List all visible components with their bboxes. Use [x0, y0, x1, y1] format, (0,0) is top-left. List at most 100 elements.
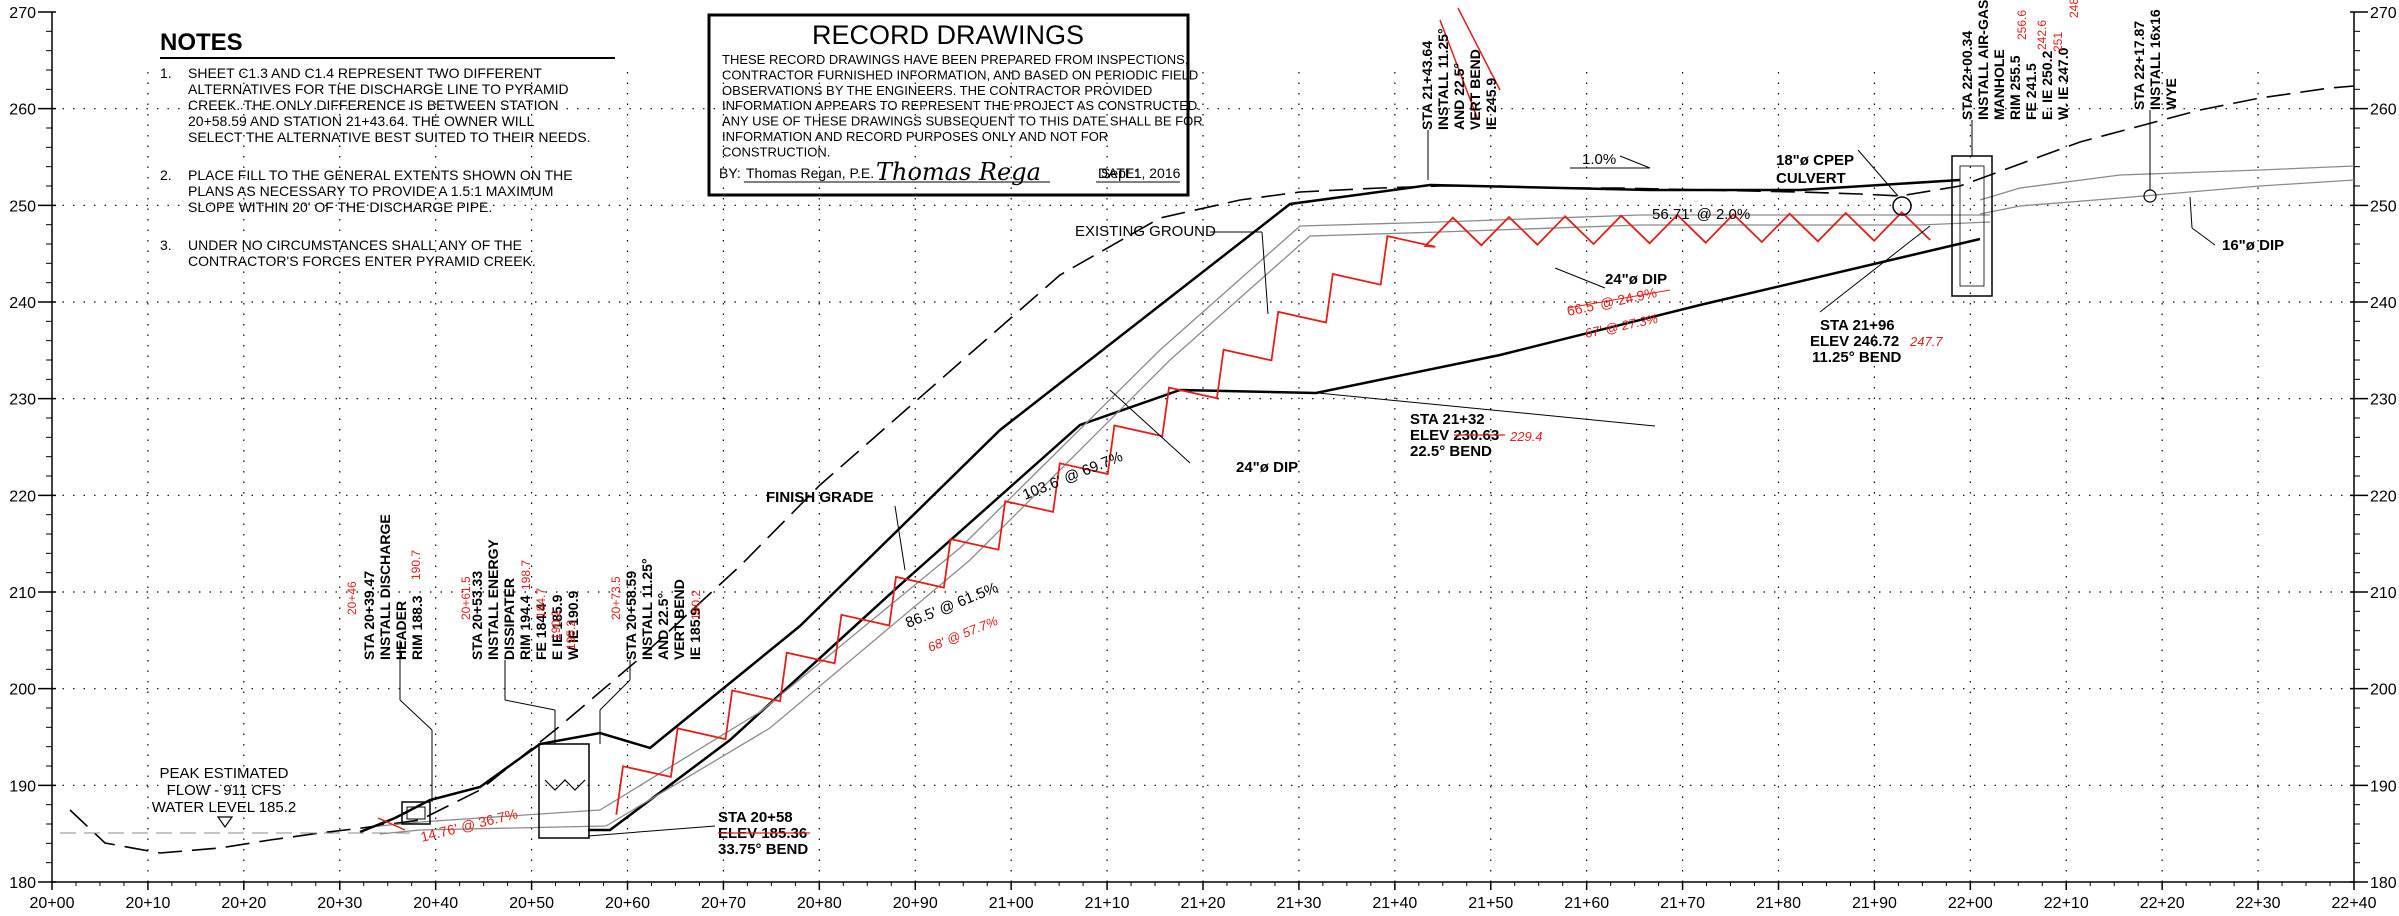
vertical-callout-line: FE 241.5: [2023, 63, 2039, 120]
note-line: CONTRACTOR'S FORCES ENTER PYRAMID CREEK.: [188, 253, 536, 269]
vertical-callout-line: STA 22+00.34: [1959, 31, 1975, 120]
existing-ground-label: EXISTING GROUND: [1075, 223, 1216, 240]
slope-top-label: 1.0%: [1582, 151, 1616, 168]
record-drawings-block: RECORD DRAWINGS THESE RECORD DRAWINGS HA…: [707, 13, 1203, 197]
x-tick-label: 20+00: [30, 895, 75, 912]
vertical-callout-line: STA 22+17.87: [2131, 21, 2147, 110]
vertical-callout-line: STA 20+53.33: [469, 571, 485, 660]
x-tick-label: 20+70: [701, 895, 746, 912]
note-line: ALTERNATIVES FOR THE DISCHARGE LINE TO P…: [188, 81, 569, 97]
sta-21-32-line3: 22.5° BEND: [1410, 443, 1492, 460]
vertical-callout-line: INSTALL ENERGY: [485, 539, 501, 660]
vertical-callout-line: INSTALL DISCHARGE: [377, 514, 393, 660]
y-tick-label-right: 210: [2370, 585, 2397, 602]
x-tick-label: 22+30: [2236, 895, 2281, 912]
record-line: ANY USE OF THESE DRAWINGS SUBSEQUENT TO …: [722, 114, 1203, 129]
peak-line: FLOW - 911 CFS: [167, 782, 282, 799]
y-tick-label-right: 180: [2370, 875, 2397, 892]
x-tick-label: 21+70: [1660, 895, 1705, 912]
vertical-callout-line: IE 185.9: [687, 608, 703, 660]
y-tick-label-left: 200: [9, 682, 36, 699]
vertical-callout-line: VERT BEND: [1467, 49, 1483, 130]
note-line: CREEK. THE ONLY DIFFERENCE IS BETWEEN ST…: [188, 97, 559, 113]
y-tick-label-left: 190: [9, 778, 36, 795]
x-tick-label: 20+40: [413, 895, 458, 912]
vertical-callout-line: MANHOLE: [1991, 49, 2007, 120]
x-tick-label: 21+20: [1181, 895, 1226, 912]
vertical-callout-line: DISSIPATER: [501, 578, 517, 660]
x-tick-label: 21+30: [1276, 895, 1321, 912]
x-tick-label: 21+90: [1852, 895, 1897, 912]
note-line: SHEET C1.3 AND C1.4 REPRESENT TWO DIFFER…: [188, 65, 542, 81]
vertical-callout-line: VERT BEND: [671, 579, 687, 660]
sta-20-58-line1: STA 20+58: [718, 809, 793, 826]
x-tick-label: 22+20: [2140, 895, 2185, 912]
y-tick-label-left: 240: [9, 295, 36, 312]
vertical-callout-line: INSTALL 11.25°: [1435, 28, 1451, 130]
vertical-callout-line: STA 20+39.47: [361, 571, 377, 660]
note-line: 20+58.59 AND STATION 21+43.64. THE OWNER…: [188, 113, 534, 129]
note-line: SLOPE WITHIN 20' OF THE DISCHARGE PIPE.: [188, 199, 492, 215]
sta-21-32-line1: STA 21+32: [1410, 411, 1485, 428]
notes-title: NOTES: [160, 29, 243, 56]
profile-lines: [60, 85, 2354, 854]
dip-16-label: 16"ø DIP: [2222, 237, 2284, 254]
x-tick-label: 20+90: [893, 895, 938, 912]
vertical-callout-red: 195.2: [564, 620, 578, 650]
record-line: INFORMATION AND RECORD PURPOSES ONLY AND…: [722, 129, 1108, 144]
culvert-label-2: CULVERT: [1776, 170, 1846, 187]
vertical-callout-red: 20+46: [345, 581, 359, 615]
sta-20-58-line3: 33.75° BEND: [718, 841, 808, 858]
vertical-callout-line: RIM 188.3: [409, 595, 425, 660]
x-tick-label: 20+10: [125, 895, 170, 912]
vertical-callout-line: IE 245.9: [1483, 78, 1499, 130]
dip-mid-label: 24"ø DIP: [1236, 459, 1298, 476]
vertical-callout-line: STA 21+43.64: [1419, 41, 1435, 130]
finish-grade-label: FINISH GRADE: [766, 489, 874, 506]
culvert-label-1: 18"ø CPEP: [1776, 152, 1854, 169]
existing-ground-line: [69, 85, 2354, 854]
vertical-callout-line: WYE: [2163, 78, 2179, 110]
y-axis-right: 180 190 200 210 220 230 240 250 260 270: [2350, 5, 2397, 892]
x-tick-label: 20+30: [317, 895, 362, 912]
x-tick-label: 20+20: [221, 895, 266, 912]
x-tick-label: 20+60: [605, 895, 650, 912]
y-tick-label-left: 180: [9, 875, 36, 892]
record-line: OBSERVATIONS BY THE ENGINEERS. THE CONTR…: [722, 83, 1152, 98]
vertical-callout-line: INSTALL AIR-GAS: [1975, 0, 1991, 120]
leader-lines: [399, 110, 2216, 837]
note-line: SELECT THE ALTERNATIVE BEST SUITED TO TH…: [188, 129, 590, 145]
y-tick-label-right: 190: [2370, 778, 2397, 795]
record-date-label: DATE:: [1098, 165, 1138, 181]
note-line: UNDER NO CIRCUMSTANCES SHALL ANY OF THE: [188, 237, 522, 253]
y-tick-label-right: 270: [2370, 5, 2397, 22]
vertical-callout-red: 20+61.5: [459, 576, 473, 620]
vertical-callout-line: INSTALL 11.25°: [639, 558, 655, 660]
vertical-callout-line: HEADER: [393, 601, 409, 660]
y-tick-label-left: 220: [9, 488, 36, 505]
vertical-callout-red: 190.2: [689, 590, 703, 620]
x-tick-label: 21+40: [1372, 895, 1417, 912]
x-axis: 20+00 20+10 20+20 20+30 20+40 20+50 20+60 20+70…: [30, 882, 2377, 912]
vertical-callout-red: 198.7: [519, 560, 533, 590]
vertical-callout-line: STA 20+58.59: [623, 571, 639, 660]
peak-line: PEAK ESTIMATED: [160, 765, 289, 782]
vertical-callout-line: FE 184.4: [533, 603, 549, 660]
slope-bottom-red-label: 14.76' @ 36.7%: [419, 805, 519, 845]
trench-bottom-line: [588, 237, 1981, 832]
vertical-callout-line: RIM 255.5: [2007, 55, 2023, 120]
vertical-callout-line: W IE 190.9: [565, 591, 581, 660]
x-tick-label: 21+00: [989, 895, 1034, 912]
record-line: THESE RECORD DRAWINGS HAVE BEEN PREPARED…: [722, 52, 1188, 67]
y-tick-label-right: 250: [2370, 198, 2397, 215]
vertical-callout-red: 251: [2051, 32, 2065, 52]
record-statement: THESE RECORD DRAWINGS HAVE BEEN PREPARED…: [722, 52, 1203, 159]
vertical-callout-line: RIM 194.4: [517, 595, 533, 660]
note-number: 2.: [160, 167, 172, 183]
vertical-callout-red: 190.2: [549, 610, 563, 640]
vertical-callouts: STA 20+39.47 INSTALL DISCHARGE HEADER RIM 1…: [345, 0, 2179, 660]
y-tick-label-right: 240: [2370, 295, 2397, 312]
slope-mid-label: 56.71' @ 2.0%: [1652, 206, 1750, 223]
